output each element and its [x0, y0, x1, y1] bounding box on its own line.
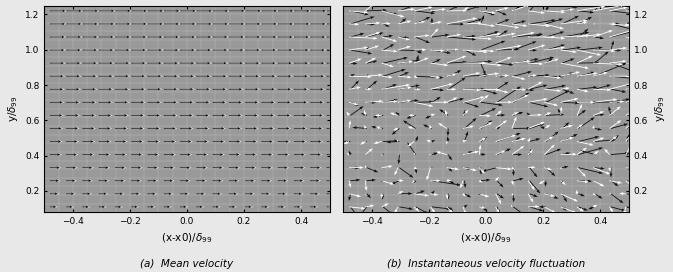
Text: (b)  Instantaneous velocity fluctuation: (b) Instantaneous velocity fluctuation [387, 259, 586, 269]
X-axis label: (x-x0)/$\delta_{99}$: (x-x0)/$\delta_{99}$ [162, 231, 213, 245]
Text: (a)  Mean velocity: (a) Mean velocity [141, 259, 234, 269]
Y-axis label: y/$\delta_{99}$: y/$\delta_{99}$ [5, 95, 20, 122]
X-axis label: (x-x0)/$\delta_{99}$: (x-x0)/$\delta_{99}$ [460, 231, 511, 245]
Y-axis label: y/$\delta_{99}$: y/$\delta_{99}$ [653, 95, 668, 122]
